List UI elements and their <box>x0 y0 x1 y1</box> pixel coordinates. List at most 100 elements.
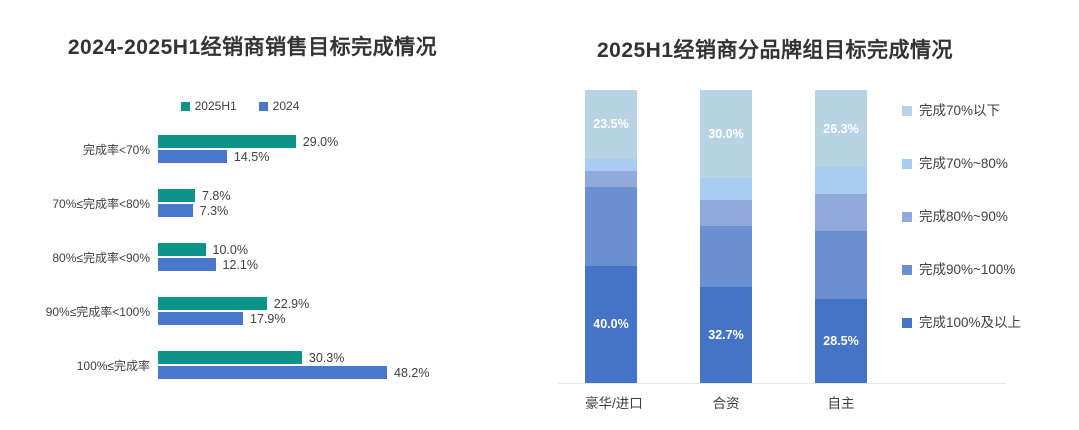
bar-line: 14.5% <box>158 149 338 164</box>
legend-marker-icon <box>902 106 912 116</box>
legend-label: 2025H1 <box>194 99 237 113</box>
chart-row: 100%≤完成率 30.3% 48.2% <box>0 350 430 380</box>
category-label: 70%≤完成率<80% <box>52 196 150 211</box>
chart-row: 90%≤完成率<100% 22.9% 17.9% <box>0 296 429 326</box>
bar-value-label: 10.0% <box>212 242 248 257</box>
bar-value-label: 29.0% <box>302 134 339 149</box>
bar-line: 29.0% <box>158 134 339 149</box>
legend-marker-icon <box>902 318 912 328</box>
segment-完成90%~100% <box>585 186 637 266</box>
segment-完成100%及以上: 40.0% <box>585 265 637 383</box>
chart-row: 完成率<70% 29.0% 14.5% <box>0 134 429 164</box>
bar-group: 29.0% 14.5% <box>158 134 339 164</box>
legend-item-完成100%及以上: 完成100%及以上 <box>902 316 1021 330</box>
category-label: 合资 <box>712 396 740 411</box>
stacked-column: 23.5% 40.0% <box>585 90 637 383</box>
chart-row: 80%≤完成率<90% 10.0% 12.1% <box>0 242 429 272</box>
segment-完成100%及以上: 32.7% <box>700 287 752 383</box>
legend-marker-icon <box>180 101 190 111</box>
legend-label: 完成70%以下 <box>919 103 1001 118</box>
right-chart-panel: 2025H1经销商分品牌组目标完成情况 23.5% 40.0% 豪华/进口 30.0%… <box>540 0 1079 430</box>
segment-value-label: 40.0% <box>593 317 629 332</box>
segment-完成80%~90% <box>700 199 752 227</box>
left-chart-rows: 完成率<70% 29.0% 14.5% 70%≤完成率<80% 7.8% 7.3% 80%≤… <box>0 134 430 405</box>
bar-2025H1 <box>158 135 296 148</box>
bar-group: 7.8% 7.3% <box>158 188 231 218</box>
right-chart-columns: 23.5% 40.0% 豪华/进口 30.0% 32.7% 合资 26.3% 28.5% 自主 <box>585 90 867 412</box>
bar-2024 <box>158 312 243 325</box>
segment-完成70%~80% <box>815 167 867 195</box>
segment-完成90%~100% <box>815 231 867 300</box>
bar-value-label: 17.9% <box>250 311 286 326</box>
segment-完成80%~90% <box>585 170 637 187</box>
bar-line: 7.3% <box>158 203 231 218</box>
bar-value-label: 7.3% <box>199 203 229 218</box>
legend-item-2024: 2024 <box>258 99 300 113</box>
bar-line: 7.8% <box>158 188 231 203</box>
legend-marker-icon <box>902 265 912 275</box>
bar-2024 <box>158 366 387 379</box>
legend-item-完成90%~100%: 完成90%~100% <box>902 263 1021 277</box>
legend-item-完成80%~90%: 完成80%~90% <box>902 210 1021 224</box>
bar-value-label: 12.1% <box>222 257 258 272</box>
category-label: 完成率<70% <box>82 142 150 157</box>
segment-完成70%~80% <box>585 158 637 171</box>
category-label: 90%≤完成率<100% <box>45 304 150 319</box>
legend-item-完成70%~80%: 完成70%~80% <box>902 157 1021 171</box>
stacked-column-group: 30.0% 32.7% 合资 <box>700 90 752 412</box>
bar-value-label: 30.3% <box>308 350 345 365</box>
stacked-column-group: 26.3% 28.5% 自主 <box>815 90 867 412</box>
bar-value-label: 14.5% <box>233 149 270 164</box>
segment-value-label: 30.0% <box>708 126 744 141</box>
chart-row: 70%≤完成率<80% 7.8% 7.3% <box>0 188 429 218</box>
bar-line: 30.3% <box>158 350 429 365</box>
x-axis-line <box>558 383 1006 384</box>
segment-完成70%以下: 26.3% <box>815 90 867 168</box>
category-label: 自主 <box>827 396 855 411</box>
bar-value-label: 48.2% <box>394 365 430 380</box>
bar-2025H1 <box>158 351 302 364</box>
legend-label: 完成70%~80% <box>919 156 1008 171</box>
bar-line: 17.9% <box>158 311 309 326</box>
bar-2025H1 <box>158 243 206 256</box>
stacked-column-group: 23.5% 40.0% 豪华/进口 <box>585 90 643 412</box>
stacked-column: 30.0% 32.7% <box>700 90 752 383</box>
category-label: 豪华/进口 <box>585 396 643 411</box>
segment-value-label: 26.3% <box>823 121 859 136</box>
bar-line: 10.0% <box>158 242 258 257</box>
segment-完成90%~100% <box>700 226 752 288</box>
segment-value-label: 28.5% <box>823 334 859 349</box>
bar-2024 <box>158 204 193 217</box>
bar-2024 <box>158 258 216 271</box>
segment-完成80%~90% <box>815 194 867 232</box>
legend-label: 完成80%~90% <box>919 209 1008 224</box>
bar-2024 <box>158 150 227 163</box>
left-chart-legend: 2025H1 2024 <box>0 99 480 113</box>
segment-完成70%以下: 30.0% <box>700 90 752 178</box>
left-chart-title: 2024-2025H1经销商销售目标完成情况 <box>67 36 438 59</box>
legend-marker-icon <box>258 101 268 111</box>
legend-label: 2024 <box>272 99 300 113</box>
stacked-column: 26.3% 28.5% <box>815 90 867 383</box>
segment-value-label: 32.7% <box>708 328 744 343</box>
legend-label: 完成100%及以上 <box>919 315 1022 330</box>
segment-完成70%~80% <box>700 177 752 200</box>
legend-marker-icon <box>902 212 912 222</box>
bar-line: 22.9% <box>158 296 310 311</box>
right-chart-title: 2025H1经销商分品牌组目标完成情况 <box>596 39 954 62</box>
bar-group: 22.9% 17.9% <box>158 296 310 326</box>
legend-marker-icon <box>902 159 912 169</box>
bar-value-label: 22.9% <box>273 296 310 311</box>
legend-item-2025H1: 2025H1 <box>180 99 237 113</box>
segment-完成100%及以上: 28.5% <box>815 299 867 383</box>
legend-label: 完成90%~100% <box>919 262 1016 277</box>
bar-group: 30.3% 48.2% <box>158 350 430 380</box>
bar-line: 12.1% <box>158 257 258 272</box>
segment-完成70%以下: 23.5% <box>585 90 637 159</box>
bar-line: 48.2% <box>158 365 430 380</box>
bar-2025H1 <box>158 297 267 310</box>
bar-2025H1 <box>158 189 195 202</box>
category-label: 100%≤完成率 <box>76 358 150 373</box>
bar-value-label: 7.8% <box>202 188 231 203</box>
